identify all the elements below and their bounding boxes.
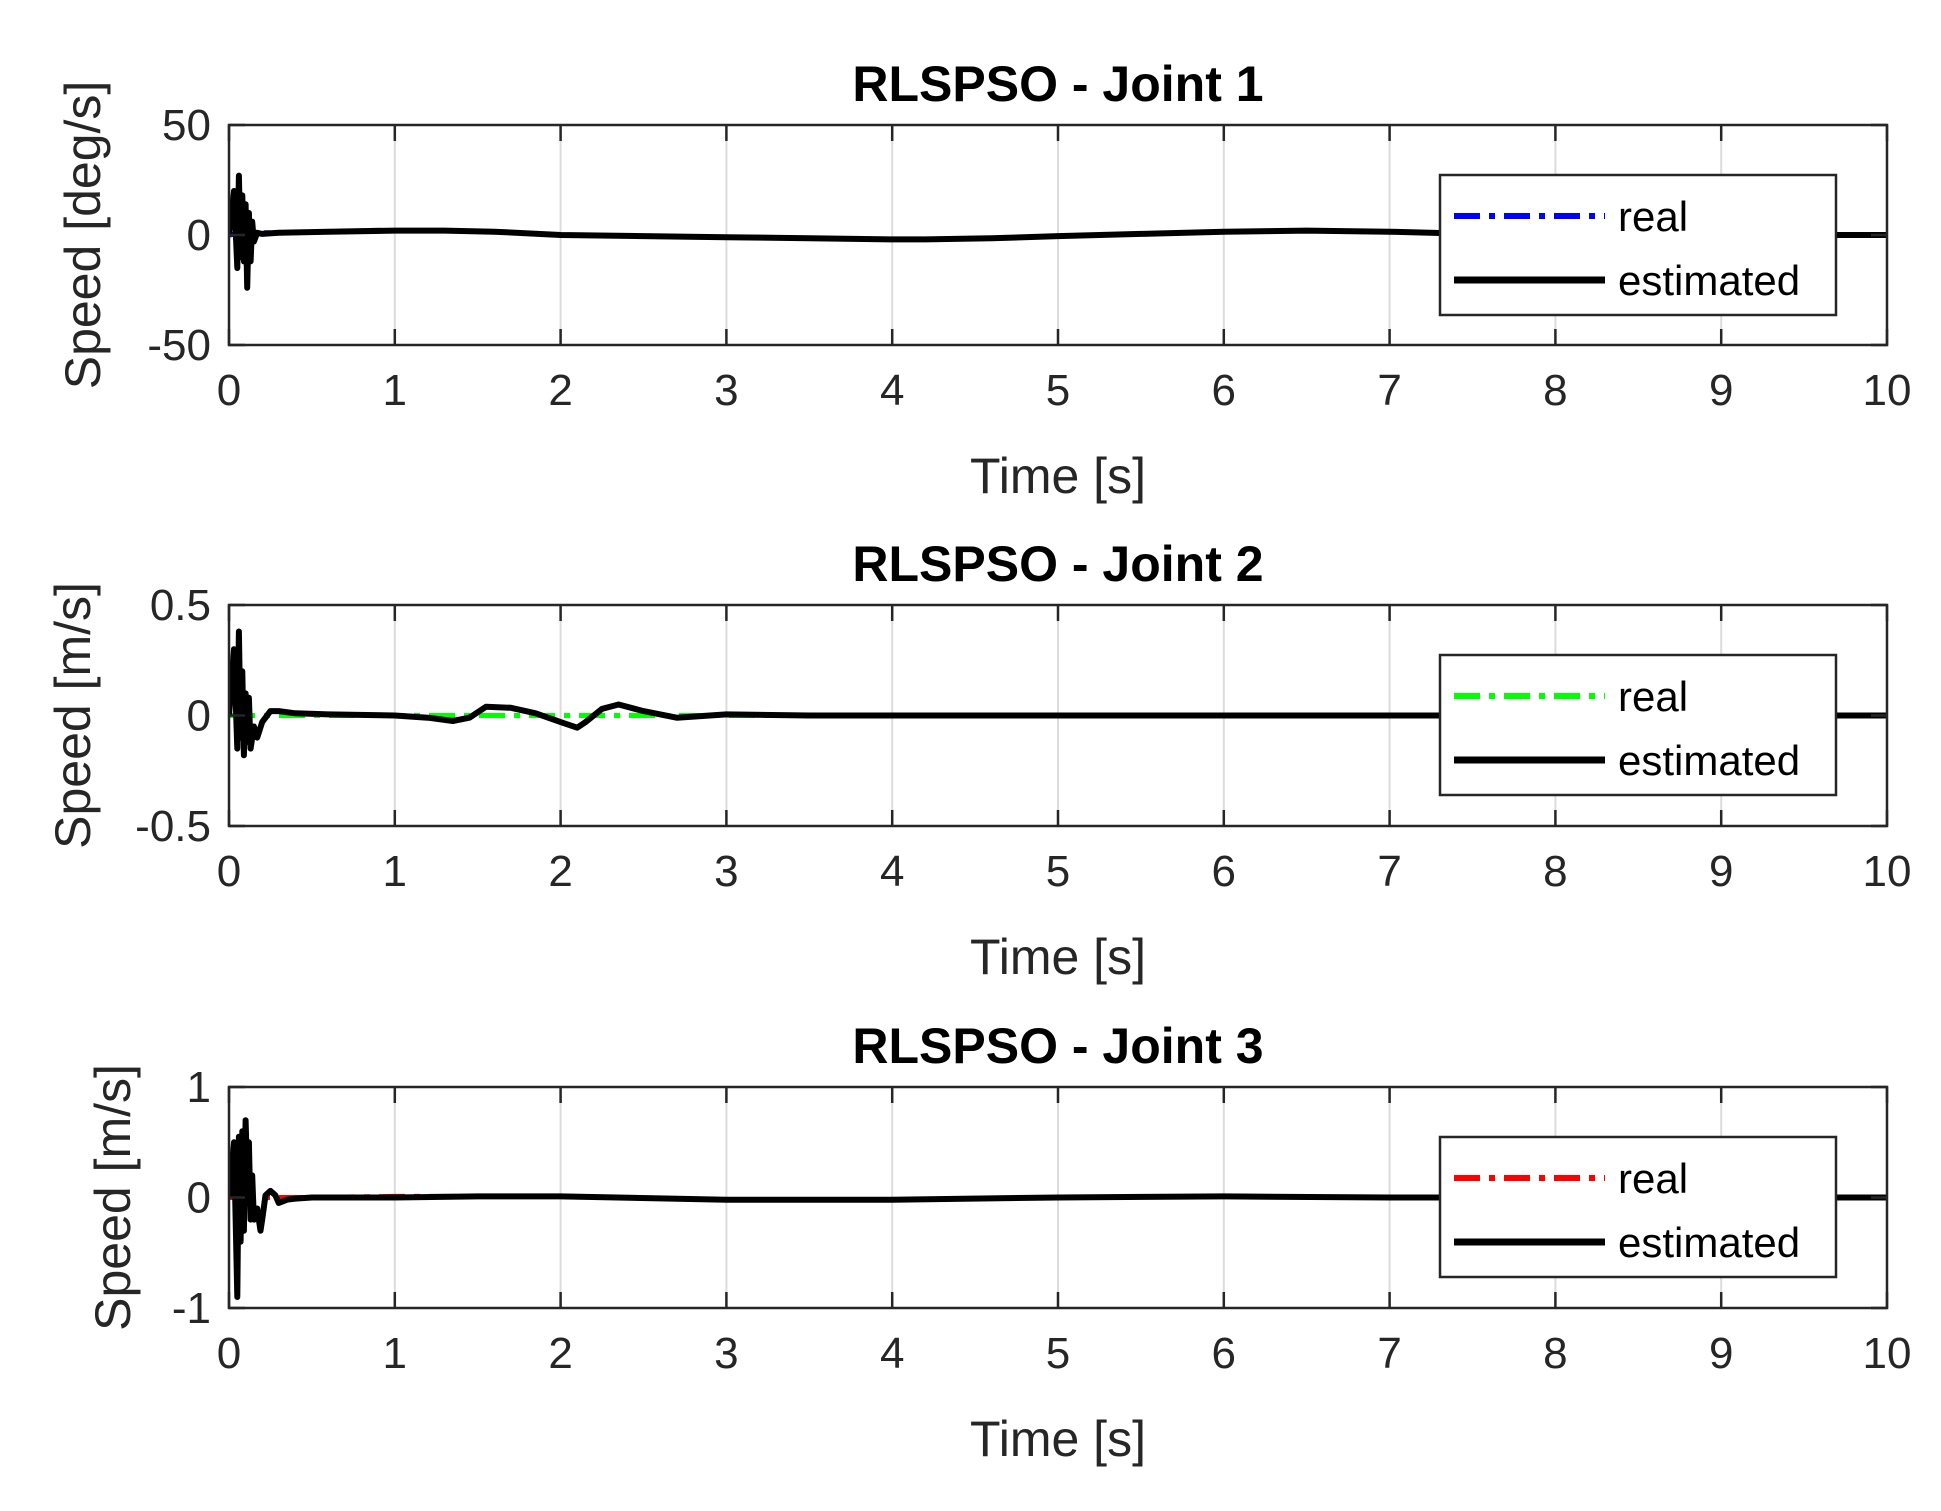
legend-label-estimated: estimated xyxy=(1618,737,1800,784)
x-tick-label: 9 xyxy=(1709,847,1733,896)
legend-label-estimated: estimated xyxy=(1618,257,1800,304)
x-tick-label: 4 xyxy=(880,366,904,415)
x-tick-label: 4 xyxy=(880,1329,904,1378)
y-axis-label: Speed [m/s] xyxy=(85,1064,141,1331)
x-tick-label: 2 xyxy=(548,847,572,896)
x-tick-label: 10 xyxy=(1863,1329,1912,1378)
x-tick-label: 0 xyxy=(217,366,241,415)
legend-box xyxy=(1438,653,1838,797)
x-tick-label: 0 xyxy=(217,1329,241,1378)
y-tick-label: -50 xyxy=(147,321,211,370)
x-tick-label: 10 xyxy=(1863,366,1912,415)
legend-label-real: real xyxy=(1618,673,1688,720)
x-tick-label: 8 xyxy=(1543,1329,1567,1378)
series-line-estimated xyxy=(229,172,1887,291)
x-tick-label: 1 xyxy=(383,1329,407,1378)
series-line-estimated xyxy=(229,628,1887,759)
x-tick-label: 7 xyxy=(1377,847,1401,896)
y-tick-label: 1 xyxy=(187,1063,211,1112)
y-tick-label: 0 xyxy=(187,1174,211,1223)
x-axis-label: Time [s] xyxy=(970,1411,1146,1467)
legend-box xyxy=(1438,1135,1838,1279)
x-tick-label: 4 xyxy=(880,847,904,896)
x-tick-label: 5 xyxy=(1046,847,1070,896)
x-tick-label: 3 xyxy=(714,847,738,896)
x-tick-label: 2 xyxy=(548,366,572,415)
y-tick-label: 0.5 xyxy=(150,581,211,630)
x-tick-label: 10 xyxy=(1863,847,1912,896)
chart-title: RLSPSO - Joint 2 xyxy=(852,536,1263,592)
legend-label-real: real xyxy=(1618,1155,1688,1202)
y-axis-label: Speed [m/s] xyxy=(45,582,101,849)
legend: real estimated xyxy=(1438,173,1838,317)
y-axis-label: Speed [deg/s] xyxy=(55,81,111,390)
x-tick-label: 3 xyxy=(714,366,738,415)
x-tick-label: 8 xyxy=(1543,366,1567,415)
legend-box xyxy=(1438,173,1838,317)
x-axis-label: Time [s] xyxy=(970,448,1146,504)
x-tick-label: 5 xyxy=(1046,1329,1070,1378)
y-tick-label: 0 xyxy=(187,692,211,741)
x-tick-label: 6 xyxy=(1212,847,1236,896)
x-tick-label: 6 xyxy=(1212,1329,1236,1378)
x-tick-label: 8 xyxy=(1543,847,1567,896)
x-tick-label: 1 xyxy=(383,847,407,896)
legend-label-estimated: estimated xyxy=(1618,1219,1800,1266)
legend: real estimated xyxy=(1438,653,1838,797)
chart-title: RLSPSO - Joint 1 xyxy=(852,56,1263,112)
y-tick-label: 50 xyxy=(162,101,211,150)
legend-label-real: real xyxy=(1618,193,1688,240)
y-tick-label: -0.5 xyxy=(135,802,211,851)
x-tick-label: 7 xyxy=(1377,1329,1401,1378)
x-axis-label: Time [s] xyxy=(970,929,1146,985)
y-tick-label: 0 xyxy=(187,211,211,260)
x-tick-label: 5 xyxy=(1046,366,1070,415)
x-tick-label: 0 xyxy=(217,847,241,896)
y-tick-label: -1 xyxy=(172,1284,211,1333)
chart-title: RLSPSO - Joint 3 xyxy=(852,1018,1263,1074)
x-tick-label: 9 xyxy=(1709,1329,1733,1378)
legend: real estimated xyxy=(1438,1135,1838,1279)
x-tick-label: 2 xyxy=(548,1329,572,1378)
x-tick-label: 3 xyxy=(714,1329,738,1378)
x-tick-label: 1 xyxy=(383,366,407,415)
x-tick-label: 9 xyxy=(1709,366,1733,415)
x-tick-label: 7 xyxy=(1377,366,1401,415)
x-tick-label: 6 xyxy=(1212,366,1236,415)
